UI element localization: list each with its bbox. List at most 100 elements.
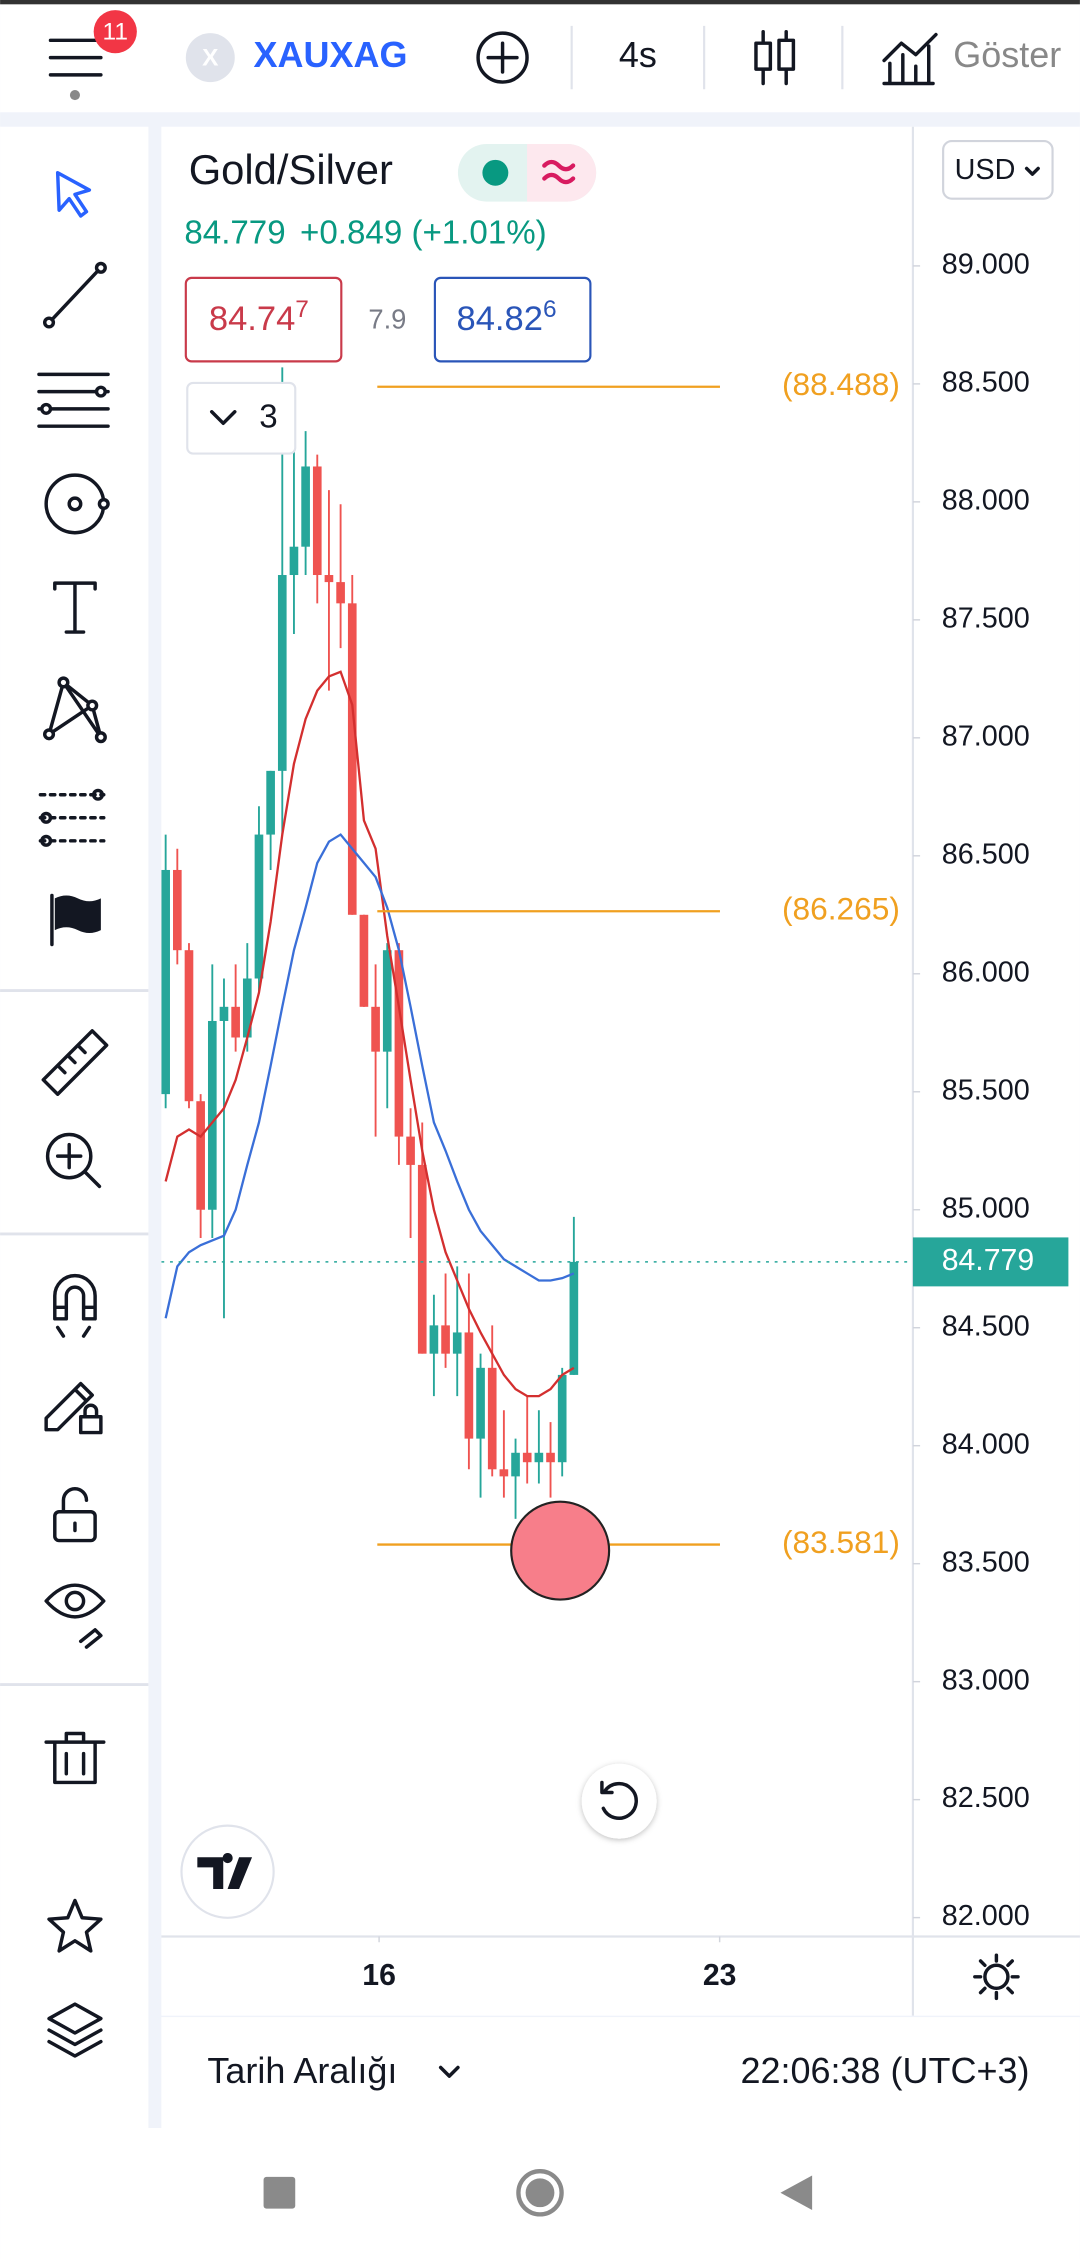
y-tick-label: 87.000 xyxy=(942,720,1030,752)
nav-recents[interactable] xyxy=(263,2176,296,2209)
nav-home[interactable] xyxy=(525,2178,555,2208)
settings-button[interactable] xyxy=(973,1953,1020,2001)
settings-button[interactable] xyxy=(973,1953,1020,2001)
zoom-tool[interactable] xyxy=(45,1132,102,1189)
currency-button[interactable] xyxy=(1024,166,1040,176)
sell-button[interactable] xyxy=(184,276,343,363)
fib-tool[interactable] xyxy=(37,372,110,428)
trend-line-tool[interactable] xyxy=(42,316,56,329)
indicators-toggle[interactable] xyxy=(186,381,297,455)
magnet-tool[interactable] xyxy=(53,1273,97,1338)
currency-button[interactable] xyxy=(942,140,1054,200)
trend-line-tool[interactable] xyxy=(94,261,107,274)
chart-type-button[interactable] xyxy=(754,29,796,86)
lock-drawing-tool[interactable] xyxy=(44,1381,103,1435)
pattern-tool[interactable] xyxy=(57,676,70,689)
y-tick-label: 83.500 xyxy=(942,1546,1030,1578)
favorites-tool[interactable] xyxy=(47,1898,103,1953)
ruler-tool[interactable] xyxy=(41,1029,109,1096)
lock-drawing-tool[interactable] xyxy=(78,1415,103,1435)
text-tool[interactable] xyxy=(53,581,97,634)
plot-area xyxy=(161,367,913,1546)
y-tick-label: 82.000 xyxy=(942,1900,1030,1932)
status-pill[interactable] xyxy=(542,159,576,185)
candle-body xyxy=(219,1006,229,1021)
text-tool[interactable] xyxy=(53,581,97,634)
currency-button[interactable]: USD xyxy=(942,140,1054,200)
tv-logo[interactable] xyxy=(180,1824,275,1919)
visibility-tool[interactable] xyxy=(44,1583,106,1649)
pattern-tool[interactable] xyxy=(94,731,107,744)
pattern-tool[interactable] xyxy=(42,728,56,741)
cursor-tool[interactable] xyxy=(55,171,92,218)
indicators-icon[interactable] xyxy=(882,32,938,86)
nav-home[interactable] xyxy=(516,2169,564,2217)
layers-tool[interactable] xyxy=(47,2002,103,2058)
lock-tool[interactable] xyxy=(61,1487,89,1533)
compare-button[interactable] xyxy=(476,31,529,84)
status-pill[interactable] xyxy=(527,143,597,202)
prediction-tool[interactable] xyxy=(40,834,53,847)
fib-tool[interactable] xyxy=(94,385,107,398)
prediction-tool[interactable] xyxy=(91,788,105,801)
status-pill[interactable] xyxy=(457,143,597,202)
lock-tool[interactable] xyxy=(53,1487,97,1543)
date-range[interactable]: Tarih Aralığı xyxy=(207,2050,397,2091)
pattern-tool[interactable] xyxy=(42,676,107,744)
cursor-tool[interactable] xyxy=(55,171,92,218)
pattern-tool[interactable] xyxy=(86,699,99,712)
delete-tool[interactable] xyxy=(44,1731,106,1785)
nav-home[interactable] xyxy=(516,2169,564,2217)
chart-type-button[interactable] xyxy=(754,41,773,71)
trend-line-tool[interactable] xyxy=(50,268,100,322)
menu-button[interactable] xyxy=(48,38,103,101)
menu-button[interactable] xyxy=(48,38,103,77)
reset-button[interactable] xyxy=(600,1780,638,1820)
visibility-tool[interactable] xyxy=(78,1628,103,1649)
lock-drawing-tool[interactable] xyxy=(44,1381,94,1432)
pattern-tool[interactable] xyxy=(47,680,103,739)
lock-drawing-tool[interactable] xyxy=(83,1403,99,1419)
lock-tool[interactable] xyxy=(53,1510,97,1543)
magnet-tool[interactable] xyxy=(53,1273,97,1338)
prediction-tool[interactable] xyxy=(40,811,53,824)
shapes-tool[interactable] xyxy=(97,497,110,510)
indicators-icon[interactable] xyxy=(882,32,938,86)
tv-logo[interactable] xyxy=(197,1852,253,1889)
visibility-tool[interactable] xyxy=(64,1590,86,1612)
fib-tool[interactable] xyxy=(37,372,110,428)
trend-line-tool[interactable] xyxy=(42,261,107,329)
fib-tool[interactable] xyxy=(40,402,53,415)
compare-button[interactable] xyxy=(486,41,519,74)
shapes-tool[interactable] xyxy=(67,496,83,512)
zoom-tool[interactable] xyxy=(45,1132,93,1180)
symbol[interactable]: XAUXAG xyxy=(253,34,407,75)
visibility-tool[interactable] xyxy=(44,1583,106,1619)
status-pill[interactable] xyxy=(482,159,509,186)
reset-button[interactable] xyxy=(581,1763,657,1839)
settings-button[interactable] xyxy=(983,1963,1010,1991)
nav-bar xyxy=(0,2127,1080,2259)
zoom-tool[interactable] xyxy=(55,1142,102,1189)
buy-button[interactable] xyxy=(433,276,592,363)
nav-back[interactable] xyxy=(780,2175,813,2211)
candle-body xyxy=(557,1374,567,1463)
chart-type-button[interactable] xyxy=(777,38,796,71)
delete-tool[interactable] xyxy=(44,1731,106,1785)
layers-tool[interactable] xyxy=(47,2002,103,2058)
tv-logo[interactable] xyxy=(180,1824,275,1919)
menu-button[interactable] xyxy=(69,89,80,101)
interval[interactable]: 4s xyxy=(619,34,657,75)
candle-body xyxy=(312,466,322,576)
symbol-icon[interactable] xyxy=(185,33,235,83)
prediction-tool[interactable] xyxy=(38,788,106,847)
candle-body xyxy=(417,1164,427,1354)
favorites-tool[interactable] xyxy=(47,1898,103,1953)
flag-tool[interactable] xyxy=(54,895,101,933)
indicators-button[interactable]: Göster xyxy=(953,34,1061,75)
ruler-tool[interactable] xyxy=(41,1029,109,1096)
shapes-tool[interactable] xyxy=(44,473,110,535)
reset-button[interactable] xyxy=(581,1763,657,1839)
flag-tool[interactable] xyxy=(50,893,101,947)
compare-button[interactable] xyxy=(476,31,529,84)
